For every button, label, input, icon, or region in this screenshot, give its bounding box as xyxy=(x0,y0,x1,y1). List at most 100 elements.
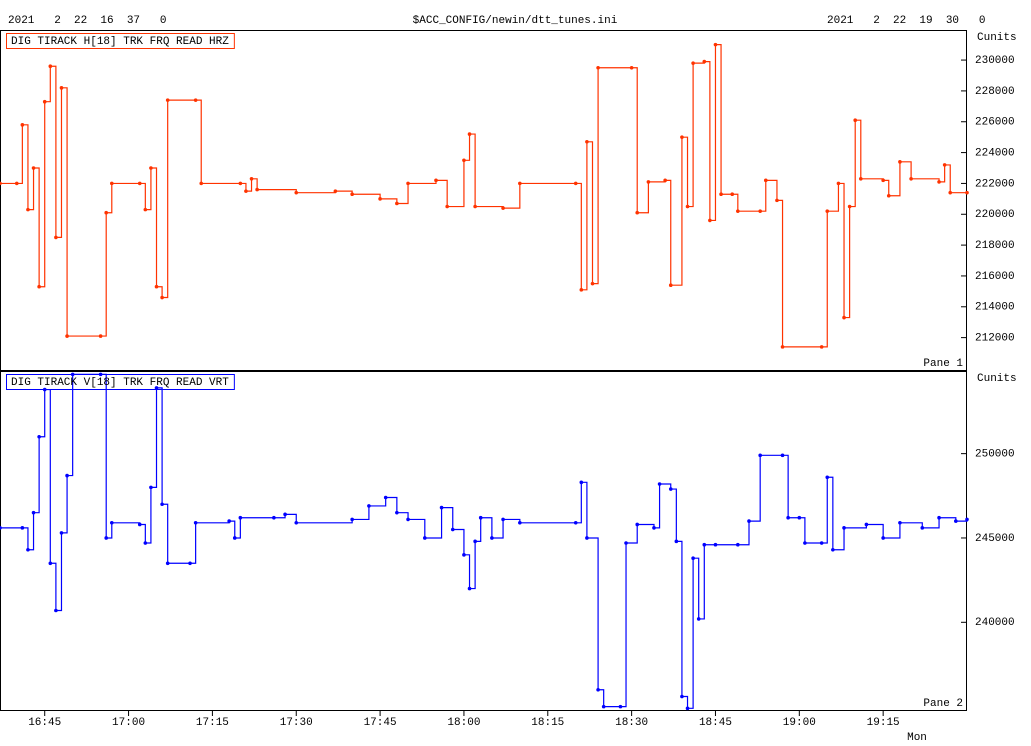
data-point xyxy=(154,284,159,289)
data-point xyxy=(109,520,114,525)
data-point xyxy=(37,434,41,439)
data-point xyxy=(573,181,578,186)
data-point xyxy=(691,556,695,561)
data-point xyxy=(26,207,30,212)
data-point xyxy=(473,539,477,544)
y-tick-label: 222000 xyxy=(975,178,1015,190)
data-point xyxy=(350,517,354,522)
data-point xyxy=(836,181,841,186)
x-tick-label: 18:30 xyxy=(615,717,648,729)
data-point xyxy=(780,345,785,349)
data-point xyxy=(143,207,148,212)
data-point xyxy=(601,704,606,709)
data-point xyxy=(272,515,276,520)
pane-label: Pane 2 xyxy=(923,698,963,710)
legend-box xyxy=(6,374,235,390)
data-point xyxy=(104,210,109,215)
data-point xyxy=(149,485,153,490)
data-point xyxy=(65,473,69,478)
y-tick-label: 220000 xyxy=(975,209,1015,221)
data-point xyxy=(244,189,248,193)
data-point xyxy=(188,561,192,566)
data-point xyxy=(747,519,751,523)
data-point xyxy=(858,176,863,181)
data-point xyxy=(439,505,444,510)
x-tick-label: 17:15 xyxy=(196,717,229,729)
data-point xyxy=(283,512,287,517)
data-point xyxy=(965,517,969,522)
y-tick-label: 218000 xyxy=(975,240,1015,252)
data-point xyxy=(702,59,707,64)
data-point xyxy=(663,178,667,183)
data-point xyxy=(473,204,477,209)
data-point xyxy=(238,181,243,186)
data-point xyxy=(730,192,735,197)
data-point xyxy=(736,209,740,213)
data-point xyxy=(719,192,723,197)
data-point xyxy=(758,453,762,458)
data-point xyxy=(98,334,103,338)
data-point xyxy=(199,181,204,186)
data-point xyxy=(490,536,494,540)
data-point xyxy=(294,520,299,525)
data-point xyxy=(685,706,690,711)
data-point xyxy=(825,475,830,480)
data-point xyxy=(249,176,254,181)
data-point xyxy=(831,547,835,552)
data-point xyxy=(149,166,153,170)
legend-box xyxy=(6,33,235,49)
data-point xyxy=(579,288,584,292)
data-point xyxy=(395,201,399,206)
end-time: 2021 2 22 19 30 0 xyxy=(827,15,985,27)
data-point xyxy=(635,522,640,527)
data-point xyxy=(596,687,600,692)
data-point xyxy=(920,526,925,530)
data-point xyxy=(26,547,30,552)
data-point xyxy=(629,65,634,70)
data-point xyxy=(842,315,846,320)
x-tick-label: 18:00 xyxy=(447,717,480,729)
data-point xyxy=(20,526,25,530)
data-point xyxy=(31,510,36,515)
pane-frame xyxy=(0,30,967,371)
data-point xyxy=(668,487,673,491)
y-axis-unit: Cunits xyxy=(977,32,1017,44)
data-point xyxy=(780,453,785,458)
data-point xyxy=(657,482,662,486)
data-point xyxy=(886,193,891,198)
data-point xyxy=(596,65,600,70)
data-point xyxy=(54,608,58,613)
data-point xyxy=(518,181,522,186)
start-time: 2021 2 22 16 37 0 xyxy=(8,15,166,27)
data-point xyxy=(42,99,47,104)
data-point xyxy=(501,206,505,210)
y-tick-label: 240000 xyxy=(975,617,1015,629)
data-point xyxy=(881,536,885,540)
data-point xyxy=(478,515,483,520)
data-point xyxy=(238,515,243,520)
data-point xyxy=(59,531,64,535)
data-point xyxy=(37,284,41,289)
data-point xyxy=(713,42,718,47)
data-point xyxy=(137,522,142,527)
data-point xyxy=(579,480,584,485)
data-point xyxy=(193,98,198,102)
y-tick-label: 230000 xyxy=(975,55,1015,67)
data-point xyxy=(652,526,656,530)
data-point xyxy=(406,181,410,186)
x-tick-label: 17:00 xyxy=(112,717,145,729)
data-point xyxy=(518,520,522,525)
data-point xyxy=(294,190,299,195)
y-tick-label: 212000 xyxy=(975,333,1015,345)
data-point xyxy=(406,517,410,522)
config-file: $ACC_CONFIG/newin/dtt_tunes.ini xyxy=(413,15,618,27)
data-point xyxy=(635,210,640,215)
data-point xyxy=(383,495,388,500)
y-tick-label: 224000 xyxy=(975,147,1015,159)
data-point xyxy=(937,180,941,184)
data-point xyxy=(708,218,712,223)
data-point xyxy=(954,519,958,523)
data-point xyxy=(333,189,338,193)
data-point xyxy=(691,61,695,65)
